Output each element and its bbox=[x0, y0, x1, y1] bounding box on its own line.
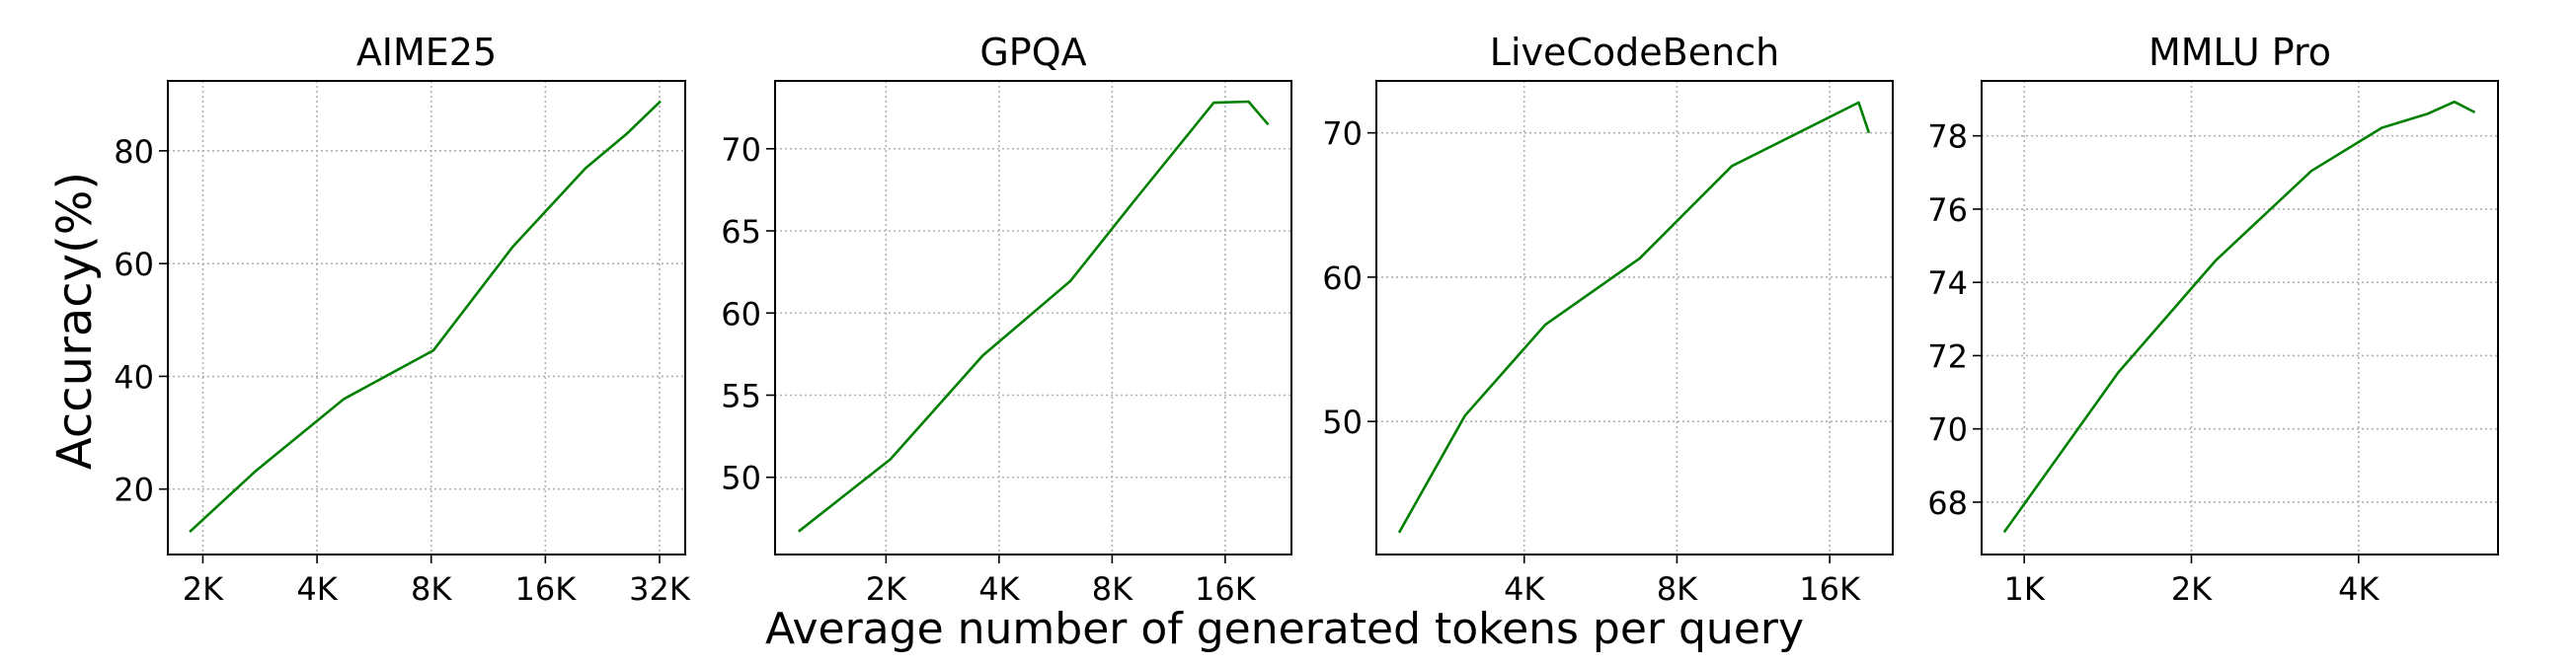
y-tick-label: 70 bbox=[1322, 115, 1363, 153]
x-tick-label: 8K bbox=[1657, 570, 1698, 608]
axes-frame bbox=[774, 80, 1292, 555]
subplot-title: AIME25 bbox=[356, 31, 497, 74]
x-tick-label: 2K bbox=[183, 570, 224, 608]
x-tick-label: 2K bbox=[2171, 570, 2213, 608]
subplot-mmlu-pro: 1K 2K 4K 68 70 72 74 76 78 MMLU Pro bbox=[1927, 31, 2499, 608]
x-tick-label: 4K bbox=[2338, 570, 2380, 608]
y-tick-label: 68 bbox=[1927, 484, 1968, 522]
y-tick-label: 78 bbox=[1927, 118, 1968, 156]
y-tick-label: 50 bbox=[721, 460, 761, 497]
subplot-livecodebench: 4K 8K 16K 50 60 70 LiveCodeBench bbox=[1322, 31, 1894, 608]
y-tick-label: 70 bbox=[721, 131, 761, 169]
y-tick-label: 60 bbox=[721, 295, 761, 333]
y-tick-label: 70 bbox=[1927, 411, 1968, 449]
x-axis-label: Average number of generated tokens per q… bbox=[765, 604, 1804, 654]
x-tick-label: 2K bbox=[866, 570, 907, 608]
x-tick-label: 1K bbox=[2004, 570, 2046, 608]
y-tick-label: 65 bbox=[721, 213, 761, 251]
x-tick-label: 4K bbox=[978, 570, 1020, 608]
subplot-title: LiveCodeBench bbox=[1490, 31, 1779, 74]
axes-frame bbox=[1375, 80, 1894, 555]
y-tick-label: 55 bbox=[721, 378, 761, 415]
x-tick-label: 4K bbox=[296, 570, 338, 608]
axes-frame bbox=[1981, 80, 2499, 555]
series-line bbox=[797, 100, 1270, 533]
x-tick-label: 16K bbox=[1195, 570, 1257, 608]
subplot-gpqa: 2K 4K 8K 16K 50 55 60 65 70 GPQA bbox=[721, 31, 1292, 608]
subplot-aime25: 2K 4K 8K 16K 32K 20 40 60 80 AIME25 bbox=[114, 31, 691, 608]
y-tick-label: 76 bbox=[1927, 191, 1968, 229]
y-tick-label: 74 bbox=[1927, 264, 1968, 302]
x-tick-label: 16K bbox=[515, 570, 578, 608]
series-line bbox=[1397, 101, 1871, 534]
series-line bbox=[189, 100, 662, 534]
y-tick-label: 50 bbox=[1322, 404, 1363, 441]
subplot-title: GPQA bbox=[979, 31, 1086, 74]
y-axis-label: Accuracy(%) bbox=[47, 172, 103, 470]
x-tick-label: 32K bbox=[629, 570, 691, 608]
x-tick-label: 8K bbox=[1092, 570, 1133, 608]
series-line bbox=[2002, 100, 2476, 534]
y-tick-label: 60 bbox=[114, 246, 154, 283]
y-tick-label: 20 bbox=[114, 472, 154, 509]
y-tick-label: 72 bbox=[1927, 337, 1968, 375]
subplot-title: MMLU Pro bbox=[2148, 31, 2331, 74]
x-tick-label: 16K bbox=[1799, 570, 1861, 608]
y-tick-label: 40 bbox=[114, 358, 154, 396]
axes-frame bbox=[167, 80, 686, 555]
y-tick-label: 60 bbox=[1322, 259, 1363, 297]
y-tick-label: 80 bbox=[114, 133, 154, 171]
x-tick-label: 8K bbox=[411, 570, 452, 608]
x-tick-label: 4K bbox=[1504, 570, 1545, 608]
